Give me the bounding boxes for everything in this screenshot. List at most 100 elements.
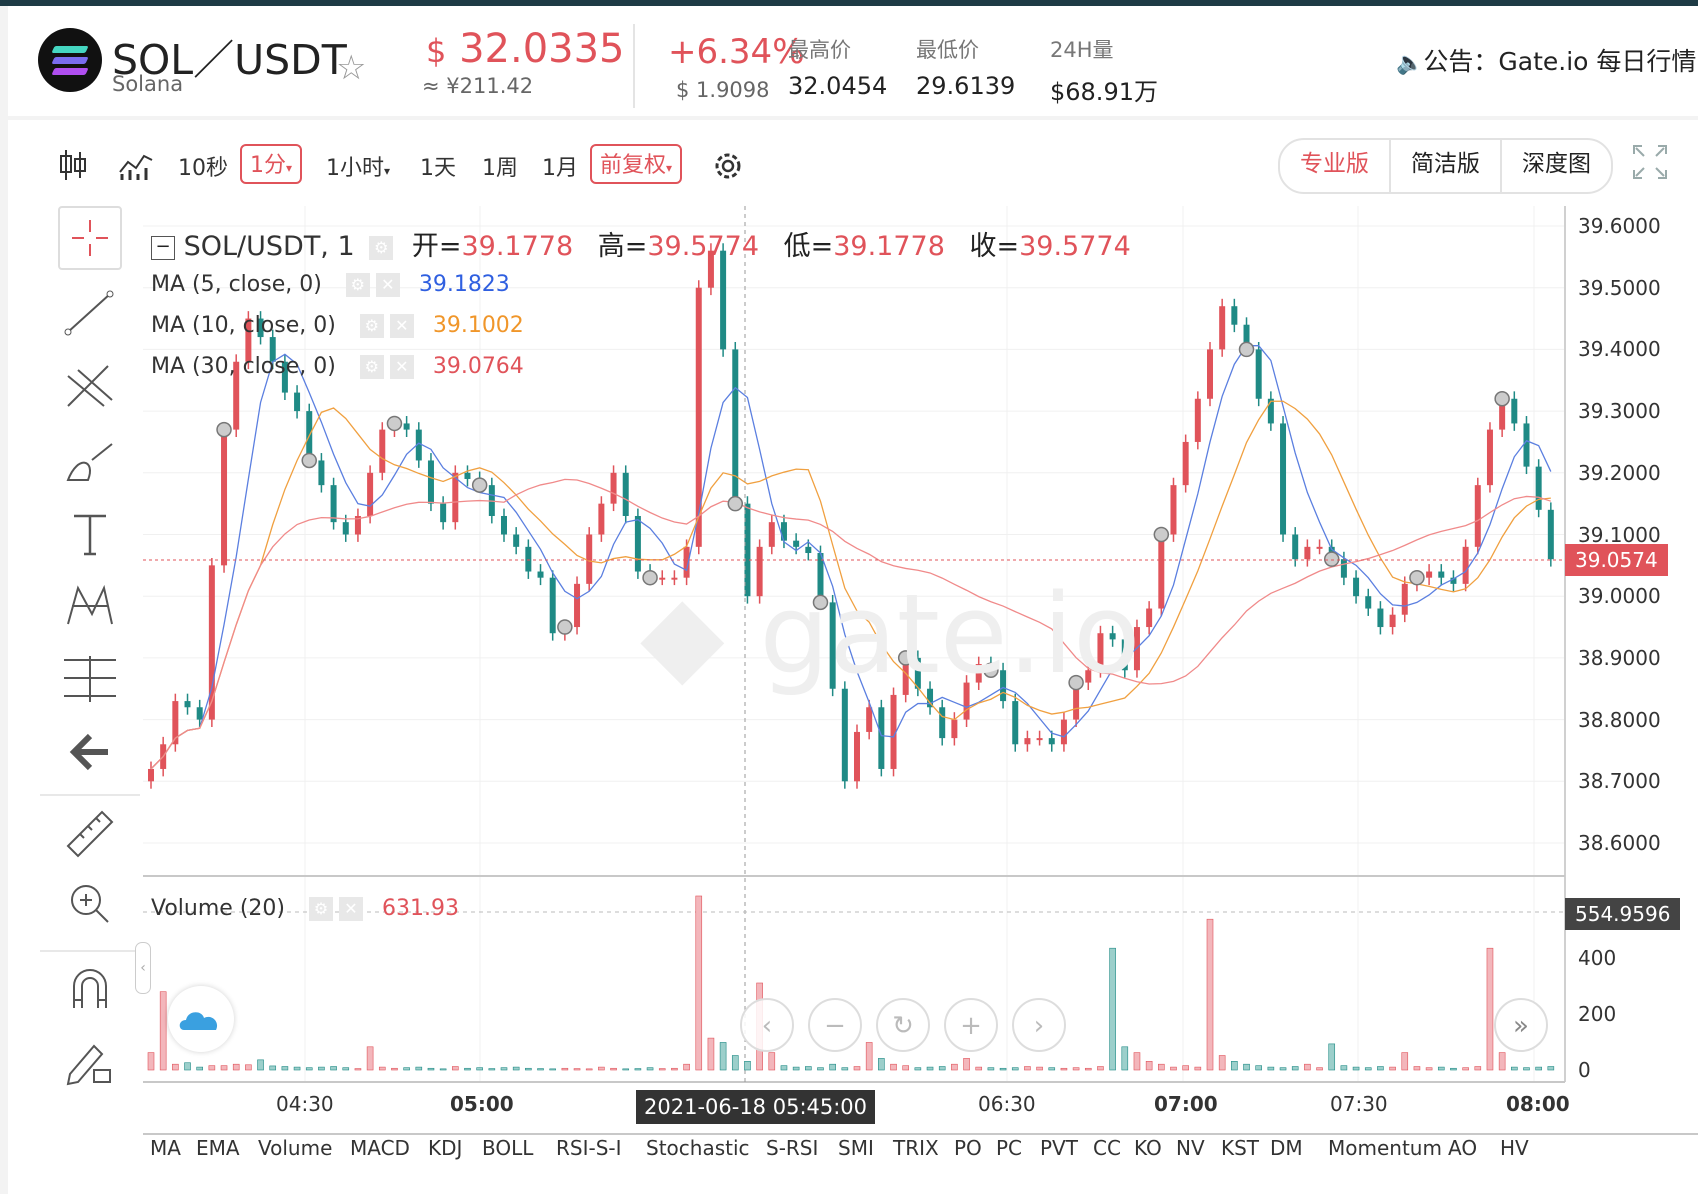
magnet-icon[interactable] — [58, 958, 122, 1022]
indicator-hv[interactable]: HV — [1500, 1136, 1529, 1160]
volume-bar — [817, 1067, 824, 1071]
favorite-star-icon[interactable]: ☆ — [336, 48, 367, 88]
zoom-out-button[interactable]: − — [808, 998, 862, 1052]
timeframe-1h[interactable]: 1小时▾ — [326, 156, 391, 181]
volume-bar — [780, 1065, 788, 1071]
scroll-to-end-button[interactable]: » — [1494, 998, 1548, 1052]
volume-bar — [1048, 1067, 1056, 1071]
trade-marker — [1494, 391, 1510, 407]
ma5-line — [150, 345, 1552, 770]
zoom-in-icon[interactable] — [58, 872, 122, 936]
indicator-rsi-s-i[interactable]: RSI-S-I — [556, 1136, 622, 1160]
candle-body — [1353, 577, 1360, 597]
timeframe-10s[interactable]: 10秒 — [178, 156, 228, 181]
pitchfork-icon[interactable] — [58, 356, 122, 420]
adjust-dropdown[interactable]: 前复权▾ — [590, 144, 683, 184]
view-simple[interactable]: 简洁版 — [1389, 140, 1500, 192]
pattern-icon[interactable] — [58, 574, 122, 638]
ma5-settings-icon[interactable]: ⚙ — [345, 273, 370, 297]
indicator-chart-icon[interactable] — [118, 150, 154, 182]
legend-settings-icon[interactable]: ⚙ — [369, 235, 394, 260]
view-depth[interactable]: 深度图 — [1500, 140, 1611, 192]
fib-icon[interactable] — [58, 648, 122, 712]
trend-line-icon[interactable] — [58, 280, 122, 344]
volume-bar — [318, 1066, 325, 1071]
volume-close-icon[interactable]: ✕ — [338, 897, 363, 921]
volume-bar — [172, 1063, 179, 1071]
volume-bar — [537, 1068, 544, 1071]
candle-type-icon[interactable] — [58, 148, 88, 182]
volume-bar — [500, 1067, 508, 1071]
indicator-ko[interactable]: KO — [1134, 1136, 1162, 1160]
indicator-pc[interactable]: PC — [996, 1136, 1023, 1160]
trade-marker — [557, 619, 573, 635]
ma10-settings-icon[interactable]: ⚙ — [359, 314, 384, 338]
indicator-po[interactable]: PO — [954, 1136, 982, 1160]
indicator-s-rsi[interactable]: S-RSI — [766, 1136, 819, 1160]
collapse-legend-icon[interactable]: − — [151, 235, 175, 260]
volume-bar — [1097, 1066, 1104, 1071]
cloud-logo-icon[interactable] — [168, 986, 234, 1052]
candle-body — [817, 553, 824, 603]
candle-body — [768, 522, 775, 547]
indicator-ma[interactable]: MA — [150, 1136, 181, 1160]
indicator-pvt[interactable]: PVT — [1040, 1136, 1078, 1160]
settings-gear-icon[interactable] — [710, 148, 746, 184]
timeframe-1mo[interactable]: 1月 — [542, 156, 578, 181]
indicator-stochastic[interactable]: Stochastic — [646, 1136, 750, 1160]
timeframe-1w[interactable]: 1周 — [482, 156, 518, 181]
volume-bar — [1523, 1067, 1530, 1071]
pair-title[interactable]: SOL／USDT — [112, 36, 347, 84]
indicator-nv[interactable]: NV — [1176, 1136, 1205, 1160]
indicator-ao[interactable]: AO — [1448, 1136, 1478, 1160]
crosshair-icon[interactable] — [58, 206, 122, 270]
trade-marker — [386, 415, 403, 432]
volume-bar — [1060, 1067, 1068, 1071]
candle-body — [525, 546, 532, 572]
indicator-volume[interactable]: Volume — [258, 1136, 333, 1160]
candle-body — [1231, 306, 1238, 325]
zoom-in-button[interactable]: + — [944, 998, 998, 1052]
volume-settings-icon[interactable]: ⚙ — [308, 897, 333, 921]
indicator-smi[interactable]: SMI — [838, 1136, 874, 1160]
view-pro[interactable]: 专业版 — [1300, 151, 1369, 177]
volume-bar — [768, 1052, 776, 1071]
indicator-ema[interactable]: EMA — [196, 1136, 240, 1160]
volume-bar — [403, 1067, 410, 1071]
candle-body — [622, 472, 629, 516]
indicator-dm[interactable]: DM — [1270, 1136, 1303, 1160]
brush-icon[interactable] — [58, 430, 122, 494]
scroll-right-button[interactable]: › — [1012, 998, 1066, 1052]
scroll-left-button[interactable]: ‹ — [740, 998, 794, 1052]
back-arrow-icon[interactable] — [58, 720, 122, 784]
lock-draw-icon[interactable] — [58, 1030, 122, 1094]
candle-body — [854, 731, 860, 782]
ma5-close-icon[interactable]: ✕ — [375, 273, 400, 297]
view-toggle[interactable]: 专业版 简洁版 深度图 — [1278, 138, 1613, 194]
timeframe-1d[interactable]: 1天 — [420, 156, 456, 181]
ma10-close-icon[interactable]: ✕ — [389, 314, 414, 338]
indicator-kst[interactable]: KST — [1221, 1136, 1260, 1160]
timeframe-1m[interactable]: 1分▾ — [240, 144, 303, 184]
ruler-icon[interactable] — [58, 800, 122, 864]
collapse-sidebar-handle[interactable]: ‹ — [135, 942, 151, 994]
indicator-trix[interactable]: TRIX — [893, 1136, 939, 1160]
fullscreen-icon[interactable] — [1630, 142, 1670, 182]
indicator-macd[interactable]: MACD — [350, 1136, 410, 1160]
reset-button[interactable]: ↻ — [876, 998, 930, 1052]
text-icon[interactable] — [58, 502, 122, 566]
candle-body — [1438, 571, 1445, 578]
notice-ticker[interactable]: 🔈公告：Gate.io 每日行情 — [1396, 47, 1697, 76]
indicator-cc[interactable]: CC — [1093, 1136, 1121, 1160]
candle-body — [367, 472, 374, 516]
candle-body — [513, 534, 520, 547]
ma30-settings-icon[interactable]: ⚙ — [359, 355, 384, 379]
legend-title: SOL/USDT, 1 — [183, 231, 355, 262]
candle-body — [1426, 571, 1433, 578]
indicator-kdj[interactable]: KDJ — [428, 1136, 463, 1160]
indicator-boll[interactable]: BOLL — [482, 1136, 534, 1160]
indicator-momentum[interactable]: Momentum — [1328, 1136, 1442, 1160]
ma30-close-icon[interactable]: ✕ — [389, 355, 414, 379]
candle-body — [1450, 577, 1457, 584]
